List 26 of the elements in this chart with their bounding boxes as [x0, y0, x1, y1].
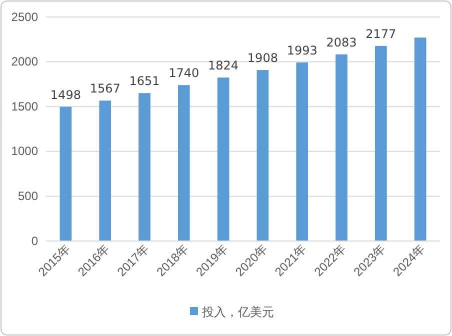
bar — [336, 54, 348, 241]
data-label: 1740 — [168, 66, 200, 80]
bar — [217, 78, 230, 241]
legend-label: 投入，亿美元 — [201, 305, 274, 319]
bar — [414, 38, 426, 241]
data-label: 1498 — [50, 88, 81, 102]
data-label: 1908 — [247, 51, 278, 66]
y-tick-label: 2500 — [11, 10, 38, 24]
data-label: 1651 — [129, 74, 160, 88]
y-tick-label: 500 — [18, 189, 38, 204]
data-label: 1993 — [286, 43, 318, 58]
bar — [138, 93, 150, 241]
data-label: 1567 — [90, 82, 120, 96]
y-tick-label: 0 — [31, 234, 38, 248]
bar — [178, 85, 190, 241]
data-label: 1824 — [208, 58, 239, 73]
bar — [296, 62, 308, 241]
y-tick-label: 1000 — [11, 144, 38, 158]
data-label: 2083 — [326, 35, 357, 50]
bar — [60, 106, 72, 241]
bar — [99, 100, 112, 241]
y-tick-label: 2000 — [11, 54, 38, 69]
bar — [256, 70, 269, 241]
data-label: 2177 — [366, 26, 396, 41]
bar — [374, 46, 387, 241]
y-tick-label: 1500 — [11, 99, 38, 114]
